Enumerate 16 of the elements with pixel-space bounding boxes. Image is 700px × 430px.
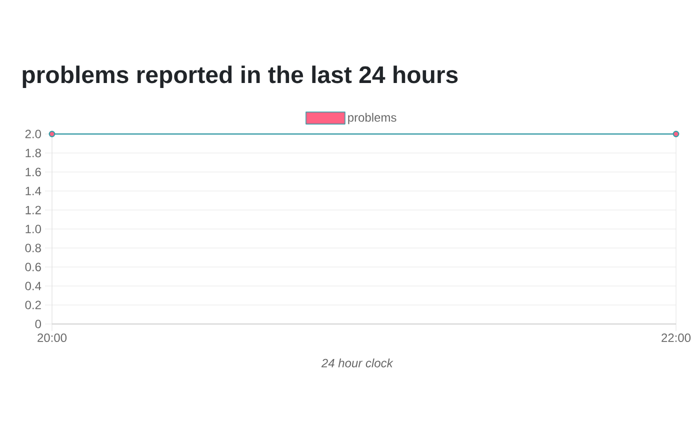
y-tick-label: 1.8 xyxy=(26,148,41,158)
y-tick-label: 1.6 xyxy=(26,168,41,176)
y-tick-label: 2.0 xyxy=(25,130,42,138)
y-tick-label: 0 xyxy=(35,320,42,328)
y-tick-label: 0.4 xyxy=(25,282,42,290)
x-tick-label: 20:00 xyxy=(38,334,67,342)
x-tick-label: 22:00 xyxy=(662,334,691,342)
y-tick-label: 0.6 xyxy=(25,262,41,272)
chart-title: problems reported in the last 24 hours xyxy=(22,66,458,88)
y-tick-label: 1.4 xyxy=(26,186,42,196)
y-tick-label: 0.2 xyxy=(25,300,41,310)
y-tick-label: 1.0 xyxy=(26,224,42,234)
legend-label: problems xyxy=(348,112,396,124)
x-axis-title: 24 hour clock xyxy=(321,358,394,368)
y-tick-label: 0.8 xyxy=(25,244,41,252)
y-tick-label: 1.2 xyxy=(26,206,41,214)
